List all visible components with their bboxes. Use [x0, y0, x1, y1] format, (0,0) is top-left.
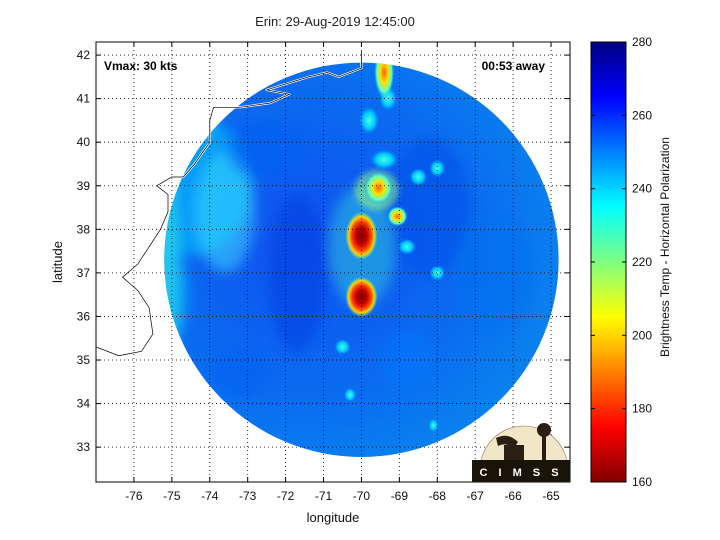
x-tick-label: -76 [125, 489, 143, 503]
y-tick-label: 38 [77, 222, 91, 236]
logo-dish-icon [496, 435, 518, 448]
x-tick-label: -65 [542, 489, 560, 503]
colorbar-tick-label: 220 [632, 255, 652, 269]
x-tick-label: -75 [163, 489, 181, 503]
x-tick-label: -74 [201, 489, 219, 503]
colorbar [590, 41, 627, 483]
logo-building-icon [504, 445, 524, 460]
x-tick-label: -70 [353, 489, 371, 503]
time-away-label: 00:53 away [482, 59, 546, 73]
x-tick-label: -73 [239, 489, 257, 503]
feature-cold-core-south [345, 276, 378, 317]
x-tick-label: -66 [504, 489, 522, 503]
y-tick-label: 34 [77, 397, 91, 411]
figure-title: Erin: 29-Aug-2019 12:45:00 [255, 14, 415, 29]
axes-frame [95, 41, 571, 483]
logo-tank-icon [537, 423, 551, 437]
colorbar-tick-label: 280 [632, 35, 652, 49]
grid-lines [96, 42, 570, 482]
y-tick-label: 40 [77, 135, 91, 149]
feature-cell-383 [387, 206, 408, 227]
x-tick-label: -68 [429, 489, 447, 503]
y-tick-label: 35 [77, 353, 91, 367]
logo-band [472, 460, 570, 482]
colorbar-tick-label: 200 [632, 328, 652, 342]
x-axis-ticks: -76 -75 -74 -73 -72 -71 -70 -69 -68 -67 -66 -65 [125, 42, 560, 503]
feature-cold-core-north [345, 211, 378, 260]
colorbar-tick-label: 240 [632, 182, 652, 196]
colorbar-tick-label: 180 [632, 402, 652, 416]
x-tick-label: -71 [315, 489, 333, 503]
vmax-label: Vmax: 30 kts [104, 59, 178, 73]
y-tick-label: 39 [77, 179, 91, 193]
y-axis-label: latitude [50, 241, 65, 283]
y-tick-label: 36 [77, 309, 91, 323]
y-tick-label: 41 [77, 92, 91, 106]
colorbar-tick-label: 260 [632, 108, 652, 122]
y-tick-label: 42 [77, 48, 91, 62]
x-tick-label: -67 [467, 489, 485, 503]
x-tick-label: -69 [391, 489, 409, 503]
x-tick-label: -72 [277, 489, 295, 503]
feature-cold-band-north [374, 62, 395, 99]
logo-text: C I M S S [479, 467, 562, 479]
x-axis-label: longitude [307, 510, 360, 525]
colorbar-label: Brightness Temp - Horizontal Polarizatio… [658, 137, 672, 357]
y-axis-ticks: 33 34 35 36 37 38 39 40 41 42 [77, 48, 570, 454]
cimss-logo: C I M S S [472, 423, 570, 482]
feature-cold-band-39 [364, 171, 393, 204]
colorbar-tick-label: 160 [632, 475, 652, 489]
y-tick-label: 37 [77, 266, 91, 280]
logo-tower-icon [542, 428, 546, 460]
map-layer [96, 42, 570, 482]
y-tick-label: 33 [77, 440, 91, 454]
colorbar-ticks: 160 180 200 220 240 260 280 [591, 35, 652, 489]
coastline-outline [96, 50, 362, 357]
